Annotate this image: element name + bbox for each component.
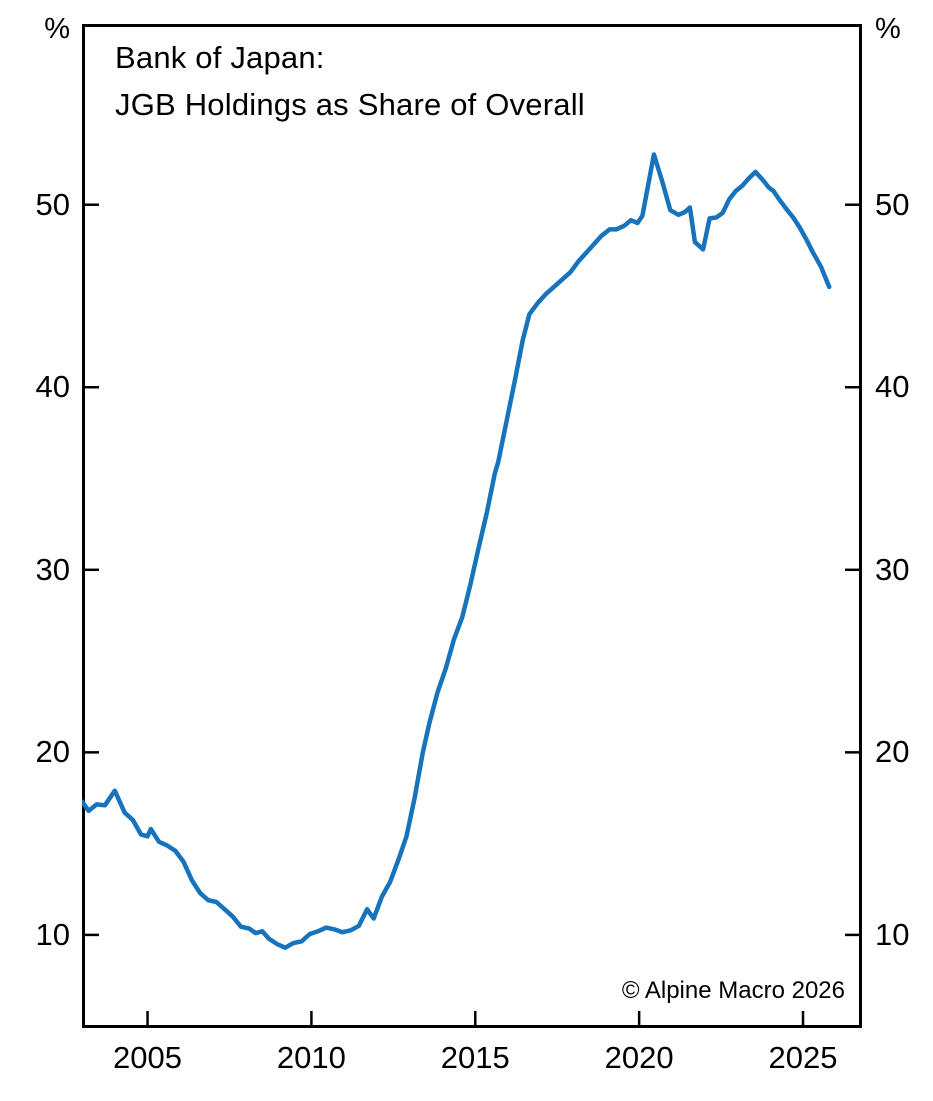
- y-tick-label-left: 10: [35, 916, 70, 952]
- y-tick-label-right: 20: [875, 734, 910, 770]
- chart-title: Bank of Japan: JGB Holdings as Share of …: [115, 34, 585, 128]
- y-tick-label-left: 50: [35, 186, 70, 222]
- x-tick-label: 2010: [276, 1040, 346, 1075]
- plot-frame: [82, 24, 862, 1028]
- copyright-note: © Alpine Macro 2026: [621, 977, 845, 1004]
- data-line-boj-jgb-share: [82, 152, 832, 950]
- y-tick-label-right: 10: [875, 916, 910, 952]
- y-tick-label-right: 50: [875, 186, 910, 222]
- chart-title-line2: JGB Holdings as Share of Overall: [115, 87, 585, 122]
- plot-area: [82, 24, 862, 1028]
- x-tick-label: 2015: [440, 1040, 510, 1075]
- x-tick-label: 2025: [768, 1040, 838, 1075]
- y-tick-label-left: 40: [35, 369, 70, 405]
- y-axis-unit-right: %: [875, 13, 901, 45]
- y-axis-unit-left: %: [44, 13, 70, 45]
- y-tick-label-right: 40: [875, 369, 910, 405]
- x-tick-label: 2005: [113, 1040, 183, 1075]
- y-tick-label-right: 30: [875, 551, 910, 587]
- y-tick-label-left: 30: [35, 551, 70, 587]
- y-tick-label-left: 20: [35, 734, 70, 770]
- x-tick-label: 2020: [604, 1040, 674, 1075]
- chart-title-line1: Bank of Japan:: [115, 40, 325, 75]
